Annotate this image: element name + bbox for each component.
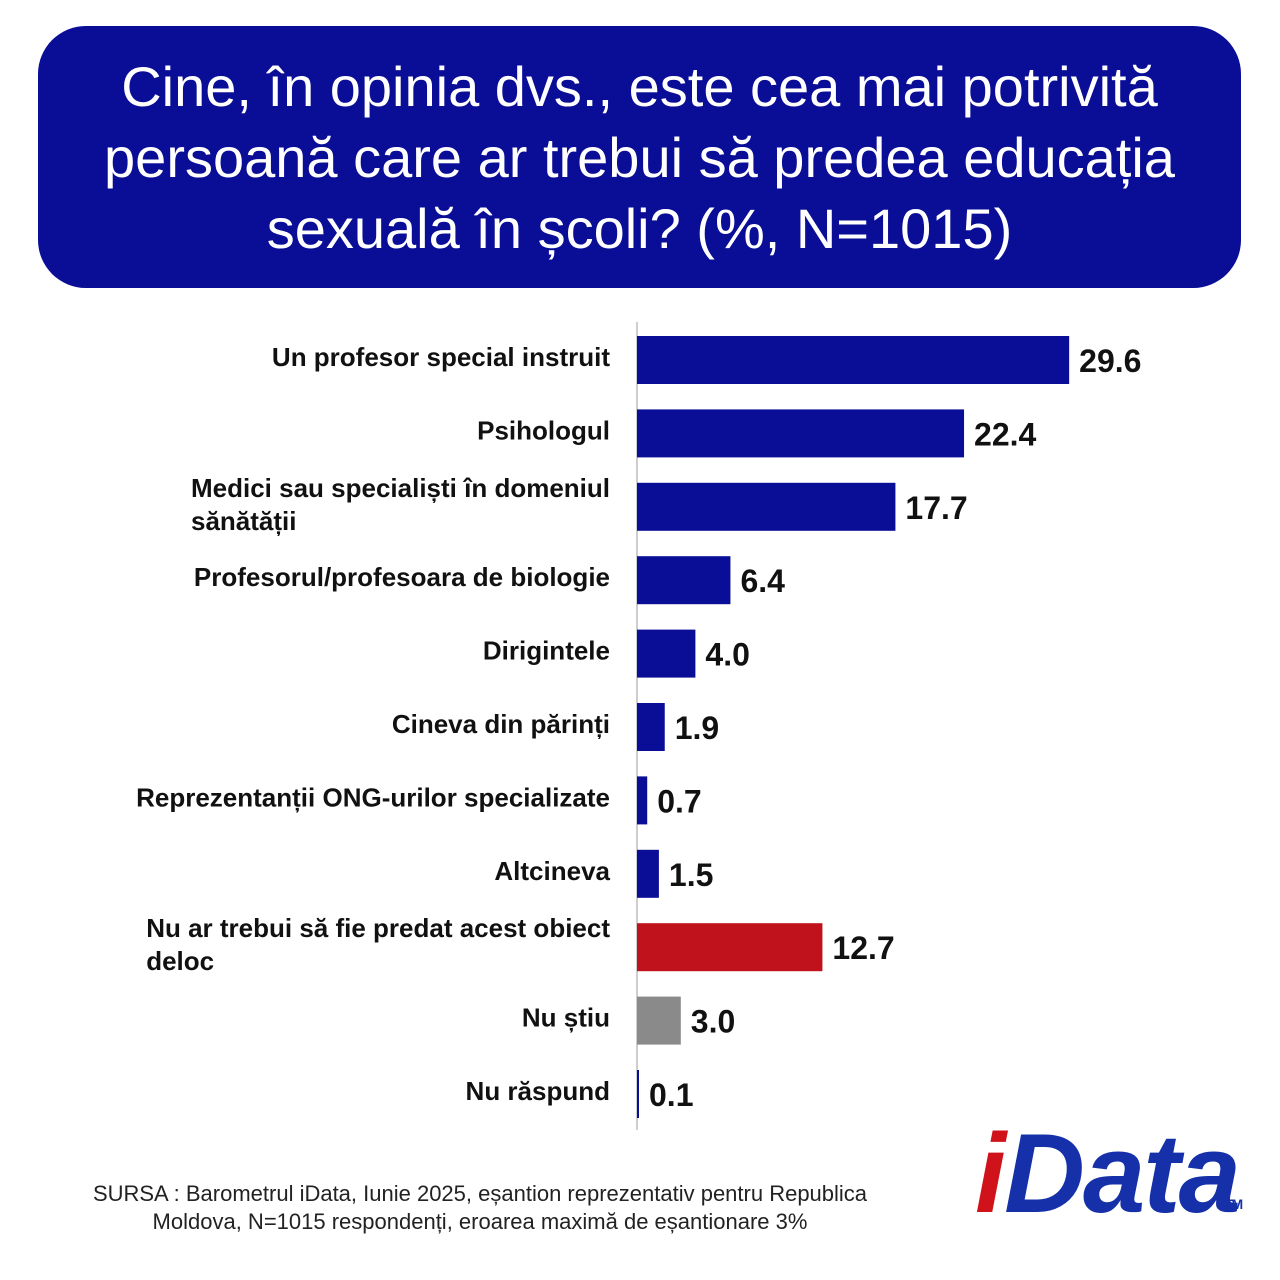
bar-8: [637, 849, 659, 898]
value-label-9: 12.7: [832, 930, 894, 966]
category-label-11: Nu răspund: [466, 1076, 610, 1106]
value-label-11: 0.1: [649, 1077, 693, 1113]
idata-logo: iData TM: [975, 1118, 1243, 1230]
value-label-5: 4.0: [705, 637, 749, 673]
category-label-8: Altcineva: [494, 856, 610, 886]
bar-5: [637, 629, 696, 678]
bar-10: [637, 996, 681, 1045]
chart-title: Cine, în opinia dvs., este cea mai potri…: [104, 51, 1175, 264]
chart-title-line-1: Cine, în opinia dvs., este cea mai potri…: [121, 54, 1158, 118]
category-label-3-line-2: sănătății: [191, 506, 297, 536]
value-label-2: 22.4: [974, 416, 1036, 452]
category-label-6: Cineva din părinți: [392, 709, 610, 739]
bar-7: [637, 776, 648, 825]
category-label-7: Reprezentanții ONG-urilor specializate: [136, 782, 610, 812]
bar-11: [637, 1070, 639, 1118]
bar-6: [637, 703, 665, 751]
source-note-line-2: Moldova, N=1015 respondenți, eroarea max…: [152, 1209, 808, 1234]
category-label-4: Profesorul/profesoara de biologie: [194, 562, 610, 592]
value-label-1: 29.6: [1079, 343, 1141, 379]
category-label-5: Dirigintele: [483, 636, 610, 666]
value-label-8: 1.5: [669, 857, 713, 893]
category-label-1: Un profesor special instruit: [272, 342, 610, 372]
value-label-7: 0.7: [657, 783, 701, 819]
source-note-line-1: SURSA : Barometrul iData, Iunie 2025, eș…: [92, 1181, 868, 1206]
category-label-2: Psihologul: [477, 415, 610, 445]
category-label-3-line-1: Medici sau specialiști în domeniul: [191, 473, 610, 503]
bar-1: [637, 336, 1070, 384]
logo-trademark: TM: [1225, 1196, 1243, 1212]
chart-title-line-3: sexuală în școli? (%, N=1015): [266, 196, 1013, 260]
value-label-6: 1.9: [675, 710, 719, 746]
category-label-10: Nu știu: [522, 1003, 610, 1033]
bar-2: [637, 409, 965, 458]
category-label-9-line-1: Nu ar trebui să fie predat acest obiect: [146, 913, 610, 943]
bar-3: [637, 482, 896, 531]
value-label-3: 17.7: [905, 490, 967, 526]
value-label-10: 3.0: [691, 1004, 735, 1040]
logo-i: i: [975, 1111, 1006, 1236]
logo-data: Data: [1004, 1111, 1241, 1236]
title-banner: Cine, în opinia dvs., este cea mai potri…: [38, 26, 1241, 288]
value-label-4: 6.4: [740, 563, 785, 599]
category-label-9-line-2: deloc: [146, 946, 214, 976]
chart-title-line-2: persoană care ar trebui să predea educaț…: [104, 125, 1175, 189]
bar-4: [637, 556, 731, 605]
bar-9: [637, 923, 823, 972]
source-note: SURSA : Barometrul iData, Iunie 2025, eș…: [40, 1180, 920, 1236]
